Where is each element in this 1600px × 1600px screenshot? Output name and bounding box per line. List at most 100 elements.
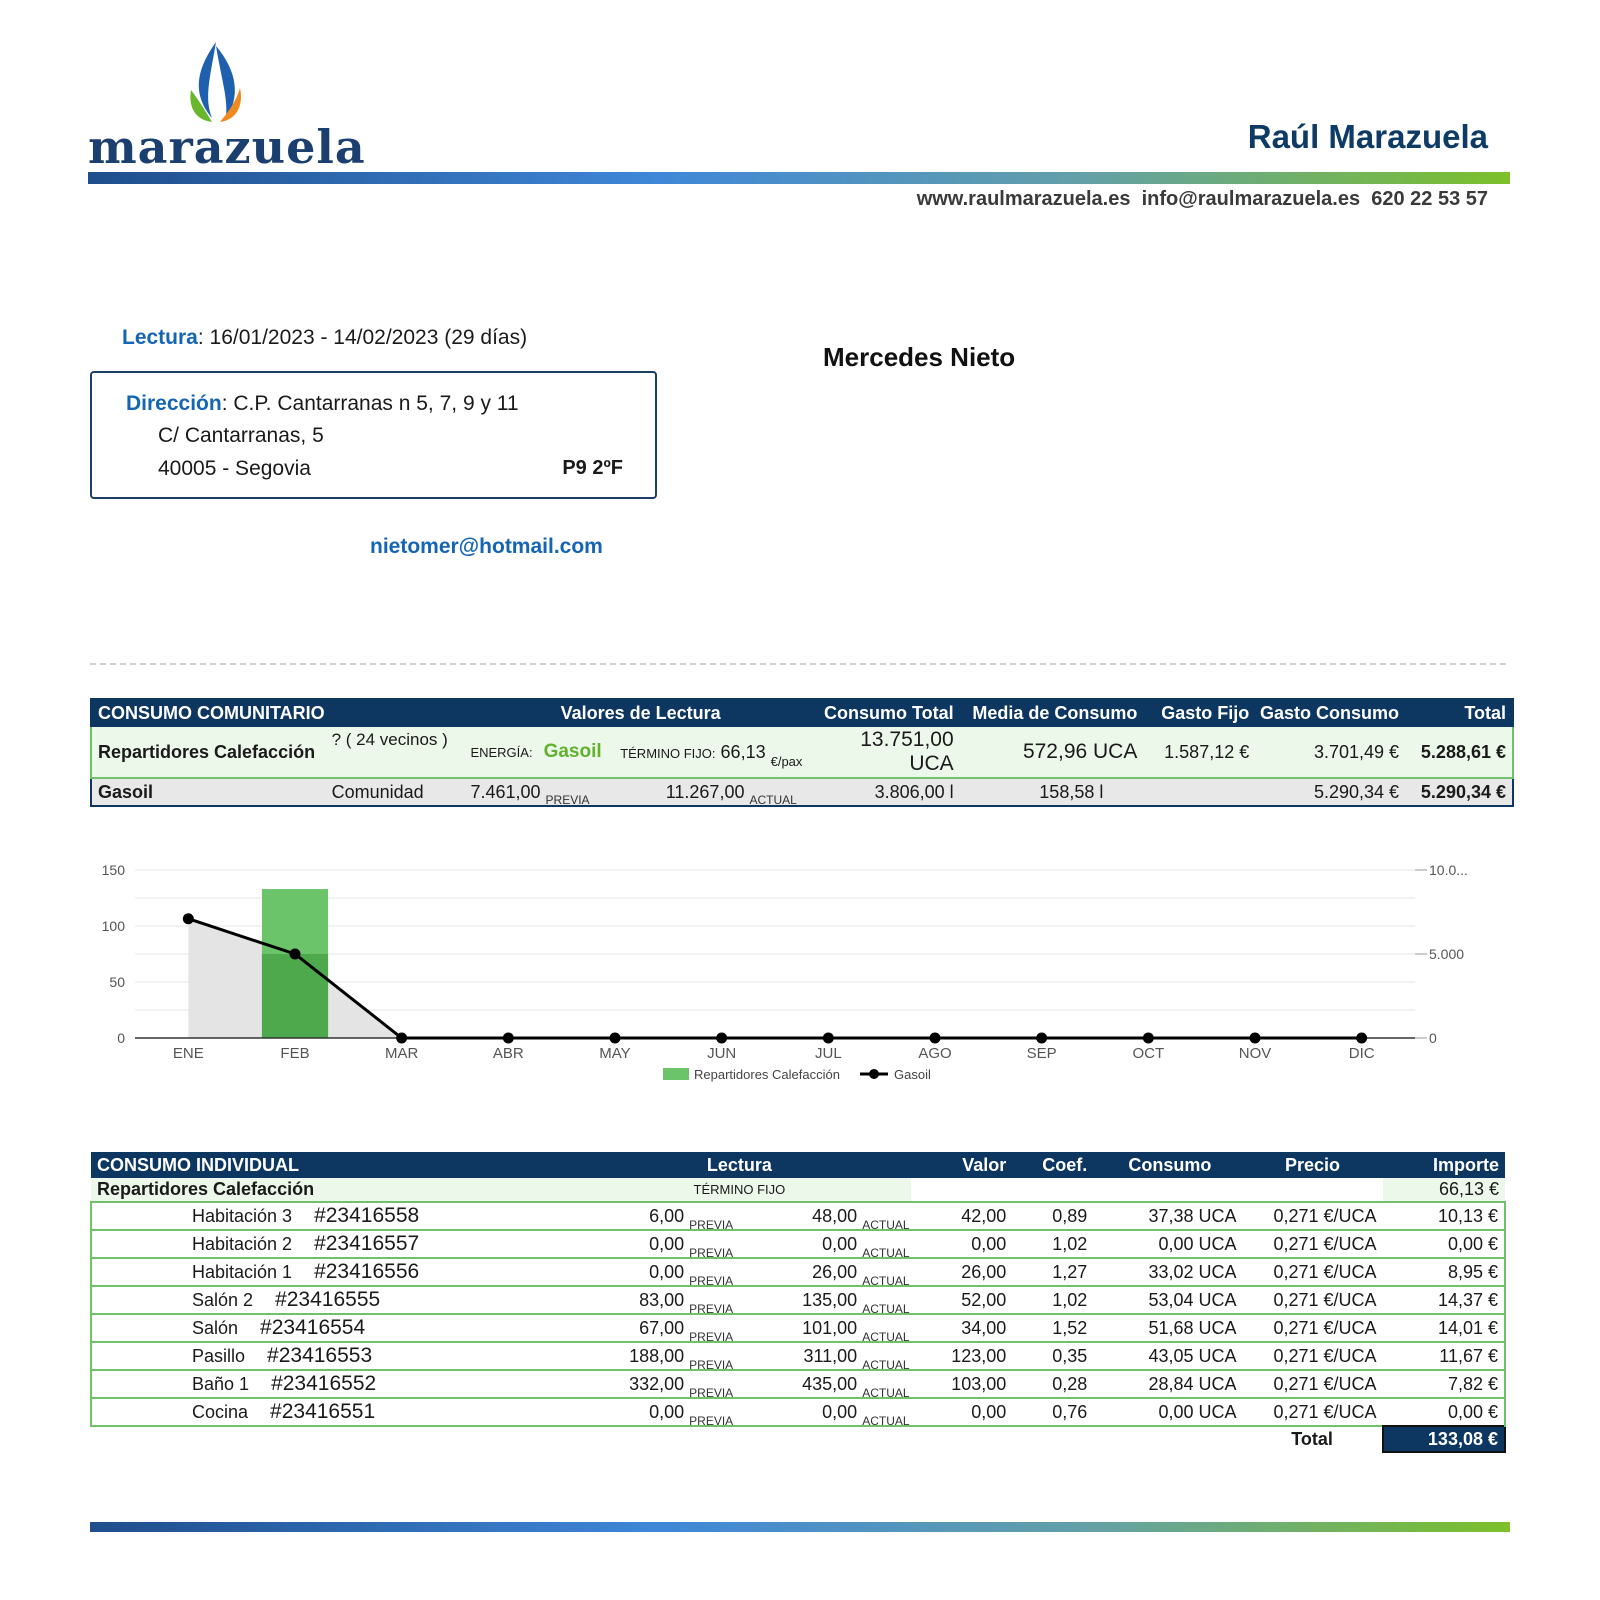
room-cell: Salón #23416554 <box>89 1314 569 1342</box>
actual-label: ACTUAL <box>862 1245 910 1260</box>
actual-label: ACTUAL <box>862 1301 910 1316</box>
individual-header-row: CONSUMO INDIVIDUAL Lectura Valor Coef. C… <box>91 1152 1505 1178</box>
section-divider <box>90 663 1506 665</box>
y-left-tick-label: 50 <box>109 974 125 990</box>
actual-value: 26,00 <box>812 1261 858 1282</box>
table-row: Habitación 2 #23416557 0,00 PREVIA 0,00 ACT… <box>89 1230 1507 1260</box>
unit-label: P9 2ºF <box>562 457 623 479</box>
precio-value: 0,271 €/UCA <box>1273 1317 1377 1338</box>
row-name: Repartidores Calefacción <box>98 741 316 762</box>
individual-table: CONSUMO INDIVIDUAL Lectura Valor Coef. C… <box>89 1152 1507 1453</box>
room-cell: Habitación 3 #23416558 <box>89 1202 569 1230</box>
reading-label: Lectura <box>122 326 198 349</box>
y-left-tick-label: 0 <box>117 1030 125 1046</box>
previa-cell: 6,00 PREVIA <box>568 1202 734 1232</box>
neighbors-count: ? ( 24 vecinos ) <box>331 730 448 749</box>
x-tick-label: JUL <box>815 1045 842 1062</box>
importe-value: 11,67 € <box>1382 1342 1507 1370</box>
company-name: Raúl Marazuela <box>1247 118 1488 155</box>
community-row-gasoil: Gasoil Comunidad 7.461,00 PREVIA 11.267,… <box>91 778 1513 807</box>
actual-cell: 11.267,00 ACTUAL <box>614 778 817 807</box>
fixed-term-label: TÉRMINO FIJO: <box>620 745 716 761</box>
actual-cell: 311,00 ACTUAL <box>734 1342 910 1372</box>
previa-label: PREVIA <box>689 1329 734 1344</box>
energy-cell: ENERGÍA: Gasoil <box>464 727 614 778</box>
col-valor: Valor <box>962 1154 1007 1175</box>
actual-cell: 0,00 ACTUAL <box>734 1398 910 1428</box>
table-row: Pasillo #23416553 188,00 PREVIA 311,00 ACTU… <box>89 1342 1507 1372</box>
previa-label: PREVIA <box>689 1301 734 1316</box>
x-tick-label: DIC <box>1349 1045 1375 1062</box>
total-value: 5.290,34 € <box>1420 781 1506 802</box>
x-tick-label: OCT <box>1132 1045 1164 1062</box>
table-row: Baño 1 #23416552 332,00 PREVIA 435,00 ACTUA… <box>89 1370 1507 1400</box>
importe-value: 0,00 € <box>1382 1398 1507 1426</box>
gasoil-point-mar <box>396 1032 408 1044</box>
precio-value: 0,271 €/UCA <box>1273 1289 1377 1310</box>
previa-value: 67,00 <box>639 1317 685 1338</box>
actual-value: 48,00 <box>812 1205 858 1226</box>
coef-value: 0,28 <box>1052 1373 1088 1394</box>
total-amount: 133,08 € <box>1381 1425 1507 1453</box>
previa-label: PREVIA <box>689 1357 734 1372</box>
gasoil-point-abr <box>502 1032 514 1044</box>
device-id: #23416553 <box>267 1344 373 1367</box>
gasoil-line <box>187 917 1362 1040</box>
actual-label: ACTUAL <box>862 1385 910 1400</box>
previa-label: PREVIA <box>689 1273 734 1288</box>
actual-label: ACTUAL <box>862 1217 910 1232</box>
actual-value: 101,00 <box>802 1317 858 1338</box>
legend-bar-swatch <box>663 1068 689 1080</box>
previa-cell: 188,00 PREVIA <box>568 1342 734 1372</box>
customer-email[interactable]: nietomer@hotmail.com <box>370 535 603 558</box>
community-table: CONSUMO COMUNITARIO Valores de Lectura C… <box>90 698 1514 807</box>
gasoil-point-jun <box>716 1032 728 1044</box>
actual-cell: 0,00 ACTUAL <box>734 1230 910 1260</box>
logo-text: marazuela <box>88 120 366 174</box>
media-value: 158,58 l <box>1039 781 1104 802</box>
consumo-value: 37,38 UCA <box>1148 1205 1237 1226</box>
coef-value: 0,89 <box>1052 1205 1088 1226</box>
coef-value: 1,02 <box>1052 1233 1088 1254</box>
gasoil-point-jul <box>822 1032 834 1044</box>
address-line2: C/ Cantarranas, 5 <box>158 424 324 447</box>
individual-total-row: Total 133,08 € <box>91 1425 1507 1453</box>
previa-value: 0,00 <box>649 1261 685 1282</box>
previa-value: 6,00 <box>649 1205 685 1226</box>
individual-group-row: Repartidores Calefacción TÉRMINO FIJO 66… <box>91 1178 1505 1202</box>
previa-value: 7.461,00 <box>470 781 541 802</box>
gasoil-point-oct <box>1142 1032 1154 1044</box>
customer-name: Mercedes Nieto <box>823 342 1016 372</box>
x-tick-label: SEP <box>1027 1045 1057 1062</box>
consumption-chart: 150 100 50 0 10.0... 5.000 0 ENE FEB MAR ABR MAY JUN… <box>102 862 1468 1082</box>
room-name: Habitación 2 <box>192 1234 293 1254</box>
previa-label: PREVIA <box>689 1217 734 1232</box>
address-community: C.P. Cantarranas n 5, 7, 9 y 11 <box>233 392 519 415</box>
fixed-term-value: 66,13 <box>720 741 766 762</box>
individual-title: CONSUMO INDIVIDUAL <box>97 1154 299 1175</box>
room-name: Pasillo <box>192 1346 246 1366</box>
contact-line: www.raulmarazuela.es info@raulmarazuela.… <box>917 188 1488 211</box>
previa-cell: 0,00 PREVIA <box>568 1258 734 1288</box>
x-tick-label: FEB <box>280 1045 309 1062</box>
previa-cell: 332,00 PREVIA <box>568 1370 734 1400</box>
consumo-value: 0,00 UCA <box>1158 1401 1237 1422</box>
consumo-value: 0,00 UCA <box>1158 1233 1237 1254</box>
email-link[interactable]: info@raulmarazuela.es <box>1141 188 1361 210</box>
valor-value: 0,00 <box>971 1233 1007 1254</box>
col-media-consumo: Media de Consumo <box>972 703 1138 723</box>
device-id: #23416558 <box>314 1204 420 1227</box>
actual-value: 135,00 <box>802 1289 858 1310</box>
address-line3: 40005 - Segovia <box>158 457 311 480</box>
community-row-repartidores: Repartidores Calefacción ? ( 24 vecinos … <box>91 727 1514 778</box>
actual-cell: 435,00 ACTUAL <box>734 1370 910 1400</box>
valor-value: 34,00 <box>961 1317 1007 1338</box>
room-cell: Habitación 1 #23416556 <box>89 1258 569 1286</box>
room-name: Cocina <box>192 1402 249 1422</box>
room-cell: Cocina #23416551 <box>89 1398 569 1426</box>
previa-cell: 0,00 PREVIA <box>568 1230 734 1260</box>
table-row: Habitación 1 #23416556 0,00 PREVIA 26,00 AC… <box>89 1258 1507 1288</box>
website-link[interactable]: www.raulmarazuela.es <box>916 188 1131 210</box>
gasto-fijo-empty <box>1143 778 1255 806</box>
actual-value: 11.267,00 <box>665 781 745 802</box>
